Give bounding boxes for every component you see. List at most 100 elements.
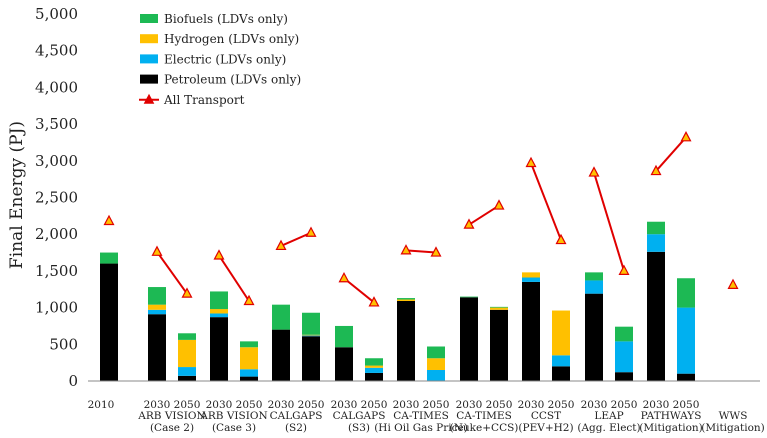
all-transport-point [430, 246, 442, 257]
bar-segment-hydrogen [210, 309, 228, 314]
bar-segment-electric [178, 367, 196, 376]
bar-segment-electric [677, 307, 695, 374]
bar-segment-biofuels [397, 298, 415, 300]
legend-label-electric: Electric (LDVs only) [164, 52, 286, 66]
y-tick-label: 3,500 [35, 115, 78, 133]
bar-segment-biofuels [490, 306, 508, 308]
bar-segment-petroleum [615, 372, 633, 381]
category-label-years: 2030 2050 [206, 399, 263, 411]
bar-segment-biofuels [100, 252, 118, 264]
y-tick-label: 5,000 [35, 5, 78, 23]
category-label-line1: CA-TIMES [393, 410, 449, 422]
bar-segment-hydrogen [427, 358, 445, 370]
all-transport-line [218, 254, 250, 302]
category-label-line2: (Hi Oil Gas Price) [374, 422, 468, 434]
bar-segment-hydrogen [552, 310, 570, 356]
category-label-line2: (Mitigation) [639, 422, 703, 434]
bar-segment-petroleum [460, 297, 478, 381]
category-label-years: 2030 2050 [643, 399, 700, 411]
all-transport-line [530, 162, 562, 241]
bar-segment-petroleum [240, 376, 258, 381]
bar-segment-biofuels [677, 278, 695, 308]
all-transport-point [400, 244, 412, 255]
all-transport-point [368, 296, 380, 307]
category-label-years: 2030 2050 [393, 399, 450, 411]
category-label-years: 2030 2050 [518, 399, 575, 411]
bar-segment-petroleum [302, 336, 320, 381]
all-transport-point [525, 156, 537, 168]
bar-segment-electric [522, 277, 540, 282]
all-transport-line [280, 231, 312, 247]
bar-segment-biofuels [335, 325, 353, 348]
category-label-years: 2030 2050 [331, 399, 388, 411]
bar-segment-petroleum [148, 314, 166, 381]
y-tick-label: 2,500 [35, 189, 78, 207]
all-transport-point [181, 287, 193, 298]
y-tick-label: 3,000 [35, 152, 78, 170]
bar-segment-electric [647, 234, 665, 252]
category-label-line2: (PEV+H2) [518, 422, 573, 434]
category-label-line1: CALGAPS [333, 410, 386, 422]
bar-segment-electric [302, 335, 320, 337]
bar-segment-petroleum [677, 373, 695, 381]
category-label-line1: ARB VISION [199, 410, 267, 422]
category-label-years: 2030 2050 [456, 399, 513, 411]
category-label-years: 2030 2050 [144, 399, 201, 411]
category-label-line1: CCST [531, 410, 561, 422]
category-label-line2: (Case 3) [212, 422, 256, 434]
y-tick-label: 0 [68, 372, 78, 390]
all-transport-line [593, 172, 625, 272]
bar-segment-petroleum [365, 372, 383, 381]
category-label-line1: CALGAPS [270, 410, 323, 422]
legend-swatch-electric [140, 54, 158, 64]
all-transport-line [405, 249, 437, 254]
all-transport-point [618, 264, 630, 275]
all-transport-point [555, 233, 567, 245]
all-transport-line [156, 251, 188, 295]
category-label-line1: ARB VISION [137, 410, 205, 422]
bar-segment-biofuels [240, 341, 258, 348]
bar-segment-petroleum [100, 263, 118, 381]
category-label-line2: (Mitigation) [701, 422, 765, 434]
bar-segment-biofuels [178, 333, 196, 340]
category-label-line1: WWS [719, 410, 748, 422]
bar-segment-petroleum [585, 293, 603, 381]
category-label-line2: (Agg. Elect) [577, 422, 640, 434]
bar-segment-hydrogen [397, 299, 415, 301]
bar-segment-biofuels [427, 346, 445, 359]
bar-segment-petroleum [210, 317, 228, 381]
bar-segment-electric [615, 341, 633, 373]
bar-segment-biofuels [460, 296, 478, 298]
category-label-line1: PATHWAYS [641, 410, 702, 422]
bar-segment-biofuels [647, 221, 665, 235]
category-label-line1: CA-TIMES [456, 410, 512, 422]
legend-label-petroleum: Petroleum (LDVs only) [164, 73, 301, 87]
all-transport-point [727, 278, 739, 289]
legend-swatch-petroleum [140, 74, 158, 84]
all-transport-point [213, 249, 225, 260]
all-transport-point [275, 239, 287, 251]
category-label-line1: LEAP [594, 410, 623, 422]
legend-label-hydrogen: Hydrogen (LDVs only) [164, 32, 299, 46]
y-tick-label: 1,500 [35, 262, 78, 280]
all-transport-point [243, 294, 255, 306]
bar-segment-hydrogen [178, 339, 196, 368]
all-transport-point [151, 245, 163, 256]
bar-segment-hydrogen [302, 334, 320, 336]
bar-segment-electric [427, 369, 445, 381]
category-label-line2: (S2) [285, 422, 307, 434]
bar-segment-electric [365, 367, 383, 373]
bar-segment-biofuels [365, 358, 383, 366]
bar-segment-biofuels [302, 312, 320, 335]
bar-segment-electric [585, 280, 603, 294]
category-label-line2: (S3) [348, 422, 370, 434]
category-label-line2: (Case 2) [150, 422, 194, 434]
all-transport-point [493, 199, 505, 210]
all-transport-point [463, 218, 475, 229]
bar-segment-electric [148, 309, 166, 315]
legend-swatch-biofuels [140, 14, 158, 23]
bar-segment-petroleum [647, 251, 665, 381]
all-transport-point [680, 131, 692, 142]
